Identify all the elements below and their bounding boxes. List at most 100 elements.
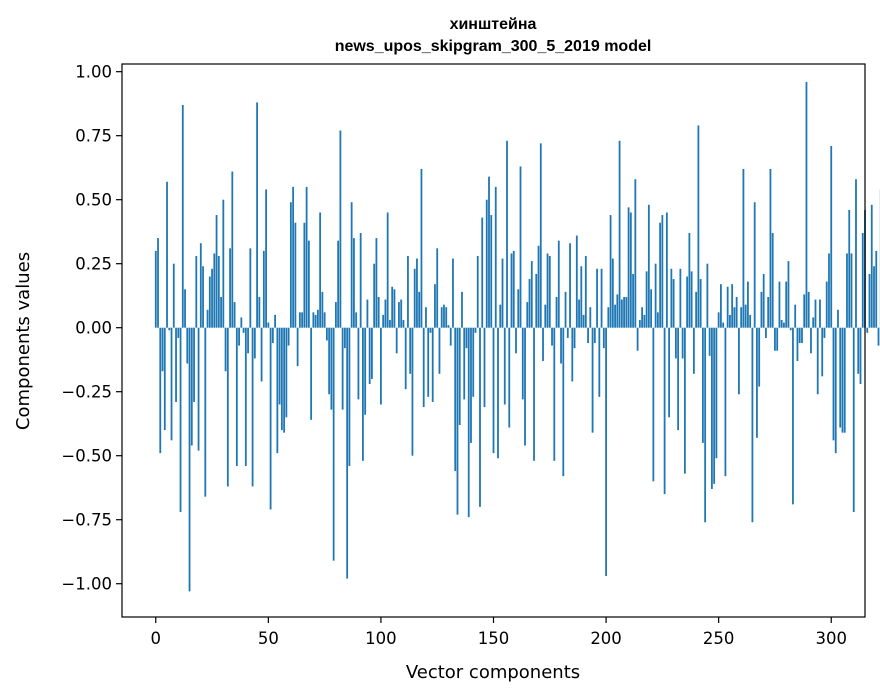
bar-193: [589, 307, 592, 328]
bar-308: [848, 209, 851, 328]
bar-109: [400, 299, 403, 328]
bar-90: [357, 327, 360, 400]
bar-77: [328, 327, 331, 395]
bar-209: [625, 296, 628, 328]
bar-316: [866, 327, 869, 333]
bar-81: [337, 240, 340, 328]
bar-311: [855, 179, 857, 328]
bar-175: [548, 256, 551, 328]
bar-103: [386, 212, 389, 328]
bar-306: [843, 327, 846, 433]
bar-260: [740, 307, 743, 328]
bar-102: [384, 299, 387, 328]
bar-79: [332, 327, 335, 561]
bar-304: [839, 327, 842, 428]
bar-146: [483, 327, 486, 408]
bar-239: [692, 327, 695, 374]
bar-291: [810, 327, 812, 354]
bar-50: [267, 322, 270, 328]
bar-275: [774, 327, 776, 351]
bar-313: [859, 327, 862, 385]
bar-100: [380, 327, 382, 405]
bar-226: [663, 327, 666, 495]
bar-122: [429, 327, 432, 333]
bar-272: [767, 296, 770, 328]
bar-129: [445, 307, 448, 328]
bar-290: [807, 291, 810, 328]
bar-6: [168, 327, 171, 331]
bar-294: [816, 327, 819, 395]
bar-85: [346, 327, 349, 579]
bar-205: [616, 294, 619, 328]
bar-288: [803, 294, 806, 328]
bar-181: [562, 327, 565, 477]
bar-269: [760, 291, 763, 328]
bar-98: [375, 238, 378, 328]
bar-287: [801, 327, 803, 344]
bar-200: [605, 327, 607, 577]
bar-145: [481, 217, 484, 328]
bar-235: [683, 327, 686, 474]
bar-87: [350, 202, 353, 328]
bar-47: [260, 327, 263, 382]
bar-180: [560, 327, 562, 364]
bar-192: [587, 327, 589, 344]
bar-191: [584, 256, 587, 328]
bar-131: [449, 327, 452, 346]
bar-38: [240, 317, 243, 328]
bar-72: [316, 309, 319, 328]
bar-225: [661, 215, 664, 328]
bar-198: [600, 268, 603, 328]
bar-159: [512, 250, 515, 328]
x-tick-label-300: 300: [815, 629, 847, 648]
bar-48: [262, 250, 265, 328]
bar-289: [805, 81, 808, 328]
bar-16: [190, 327, 193, 446]
bar-248: [713, 327, 716, 484]
bar-165: [526, 302, 529, 328]
plot-frame: [121, 63, 866, 618]
bar-307: [846, 253, 848, 328]
bar-302: [834, 327, 837, 454]
y-axis: −1.00 −0.75 −0.50 −0.25 0.00 0.25 0.50 0.75 1.00: [61, 63, 122, 594]
bar-95: [368, 327, 371, 385]
bar-112: [407, 256, 409, 328]
bar-258: [735, 296, 738, 328]
bar-187: [575, 235, 578, 328]
bar-11: [179, 327, 182, 513]
bar-111: [404, 327, 407, 390]
bar-178: [555, 296, 558, 328]
bar-101: [382, 314, 385, 328]
bar-285: [796, 327, 799, 361]
bar-51: [269, 327, 272, 510]
bar-232: [677, 327, 680, 431]
bar-188: [578, 299, 580, 328]
bar-133: [454, 327, 457, 472]
bar-253: [724, 327, 727, 477]
bar-201: [607, 307, 610, 328]
bar-261: [742, 168, 745, 328]
bar-31: [224, 327, 227, 372]
bar-277: [778, 281, 781, 328]
bar-32: [226, 327, 229, 487]
bar-116: [416, 258, 418, 328]
bar-259: [738, 327, 740, 395]
bar-64: [298, 312, 301, 328]
bar-55: [278, 327, 281, 405]
bar-252: [722, 322, 725, 328]
bar-134: [456, 327, 459, 515]
bar-216: [641, 307, 643, 328]
bar-196: [596, 268, 598, 328]
bar-161: [517, 289, 520, 328]
bar-4: [163, 327, 166, 431]
bar-58: [285, 327, 288, 418]
bar-75: [323, 312, 326, 328]
bar-211: [629, 212, 632, 328]
bar-222: [654, 263, 657, 328]
bar-195: [593, 327, 596, 344]
bar-49: [265, 189, 267, 328]
bar-18: [195, 256, 198, 328]
bar-12: [181, 104, 184, 328]
bar-1: [157, 238, 159, 328]
bar-278: [780, 320, 783, 328]
